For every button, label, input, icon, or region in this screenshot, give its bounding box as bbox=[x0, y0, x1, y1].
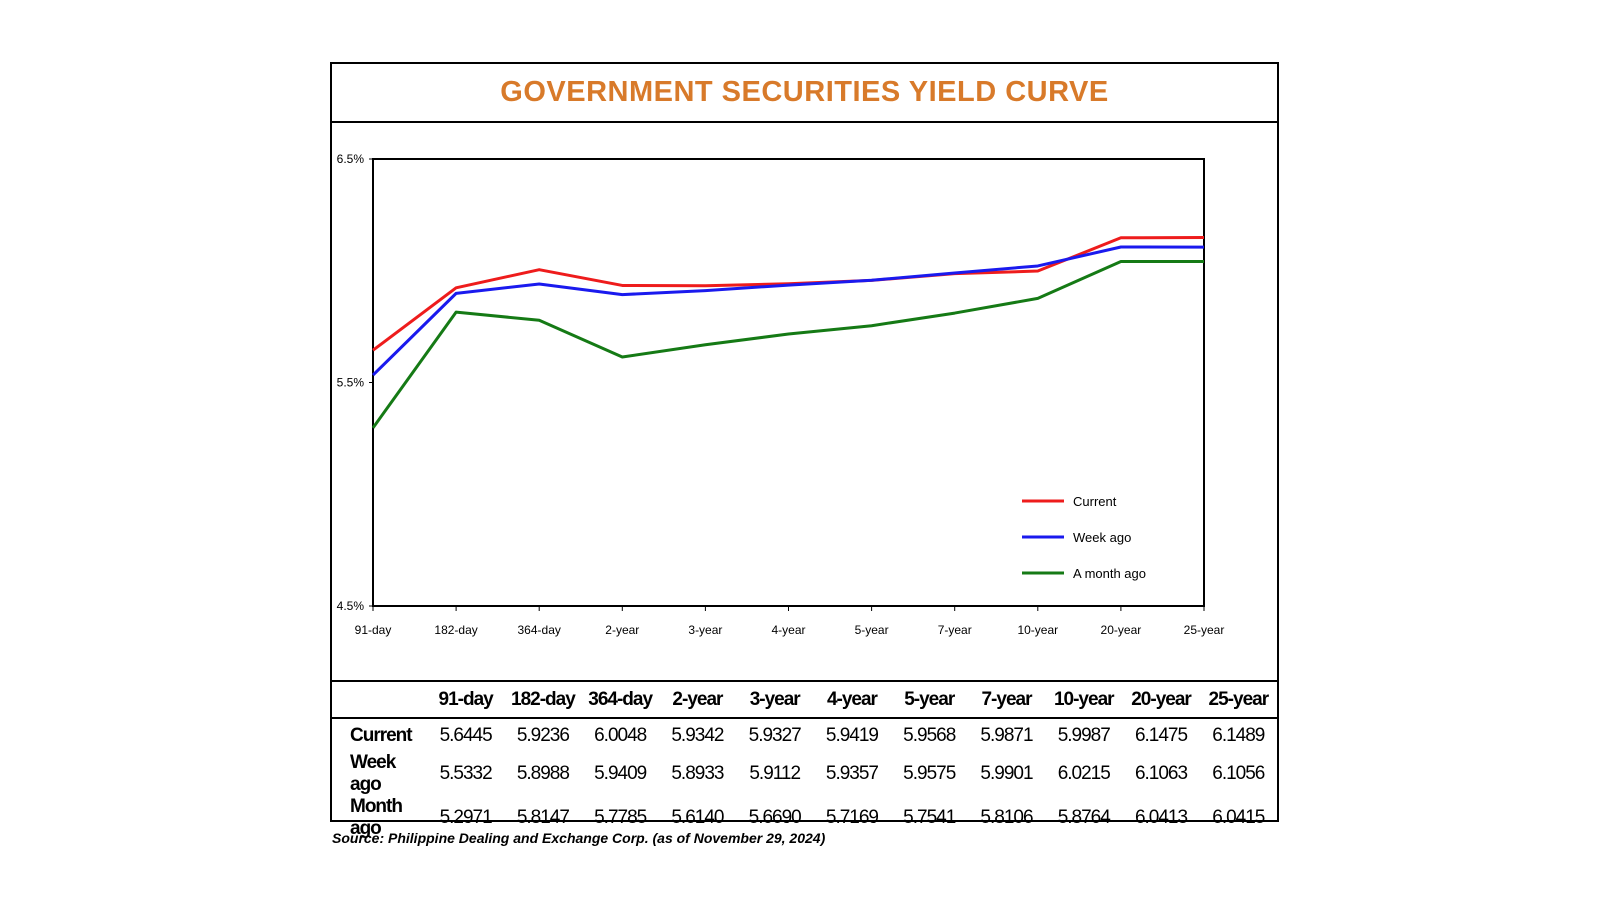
table-cell: 6.0048 bbox=[594, 724, 647, 746]
table-cell: 5.9236 bbox=[516, 724, 570, 746]
table-cell: 5.8988 bbox=[516, 763, 570, 784]
table-cell: 5.9901 bbox=[980, 763, 1033, 784]
x-tick-label: 182-day bbox=[434, 623, 477, 637]
table-cell: 5.6690 bbox=[748, 807, 802, 828]
table-cell: 6.1056 bbox=[1212, 763, 1265, 784]
table-cell: 6.0415 bbox=[1212, 807, 1265, 828]
table-column-header: 5-year bbox=[904, 688, 955, 710]
table-cell: 5.9327 bbox=[748, 724, 802, 746]
table-column-header: 91-day bbox=[438, 688, 494, 710]
table-cell: 5.8764 bbox=[1057, 807, 1111, 828]
x-tick-label: 10-year bbox=[1017, 623, 1058, 637]
table-cell: 6.1489 bbox=[1212, 724, 1265, 746]
table-cell: 6.1475 bbox=[1134, 724, 1188, 746]
table-cell: 6.1063 bbox=[1134, 763, 1188, 784]
x-tick-label: 364-day bbox=[518, 623, 561, 637]
table-cell: 5.8933 bbox=[671, 763, 724, 784]
table-column-header: 182-day bbox=[511, 688, 576, 710]
legend-label: Current bbox=[1073, 494, 1117, 509]
table-column-header: 7-year bbox=[981, 688, 1032, 710]
source-note: Source: Philippine Dealing and Exchange … bbox=[332, 830, 826, 846]
x-tick-label: 3-year bbox=[688, 623, 722, 637]
yield-curve-chart: 6.5% 5.5% 4.5% 91-day 182-day 364-day 2-year 3-… bbox=[337, 152, 1225, 637]
table-cell: 5.9409 bbox=[594, 763, 647, 784]
table-cell: 5.5332 bbox=[439, 763, 493, 784]
table-cell: 6.0215 bbox=[1057, 763, 1111, 784]
y-tick-label: 4.5% bbox=[337, 599, 365, 613]
table-column-header: 3-year bbox=[749, 688, 801, 710]
table-row: Current 5.6445 5.9236 6.0048 5.9342 5.9327 5.9… bbox=[332, 718, 1277, 752]
legend-label: A month ago bbox=[1073, 566, 1146, 581]
x-tick-label: 7-year bbox=[938, 623, 972, 637]
x-tick-label: 2-year bbox=[605, 623, 639, 637]
y-tick-label: 6.5% bbox=[337, 152, 365, 166]
table-cell: 5.9575 bbox=[903, 763, 956, 784]
table-row-label: Current bbox=[350, 724, 413, 746]
table-row-label: Week ago bbox=[350, 752, 396, 795]
table-column-header: 2-year bbox=[672, 688, 723, 710]
x-tick-label: 25-year bbox=[1184, 623, 1225, 637]
table-cell: 5.9568 bbox=[903, 724, 956, 746]
series-line-1 bbox=[371, 245, 1205, 377]
table-cell: 5.9357 bbox=[825, 763, 879, 784]
yield-table: 91-day 182-day 364-day 2-year 3-year 4-year 5-… bbox=[332, 682, 1277, 840]
table-cell: 5.9871 bbox=[980, 724, 1033, 746]
table-cell: 5.9987 bbox=[1057, 724, 1111, 746]
table-cell: 5.7169 bbox=[825, 807, 879, 828]
table-cell: 5.8147 bbox=[516, 807, 570, 828]
table-column-header: 20-year bbox=[1131, 688, 1192, 710]
x-tick-label: 4-year bbox=[771, 623, 805, 637]
x-tick-label: 20-year bbox=[1101, 623, 1142, 637]
x-tick-label: 91-day bbox=[355, 623, 392, 637]
y-tick-label: 5.5% bbox=[337, 376, 365, 390]
table-cell: 5.6140 bbox=[671, 807, 724, 828]
table-cell: 5.9112 bbox=[749, 763, 801, 784]
table-column-header: 364-day bbox=[588, 688, 653, 710]
table-column-header: 4-year bbox=[826, 688, 878, 710]
legend-label: Week ago bbox=[1073, 530, 1131, 545]
chart-title: GOVERNMENT SECURITIES YIELD CURVE bbox=[500, 76, 1109, 108]
table-cell: 5.6445 bbox=[439, 724, 493, 746]
table-header-row: 91-day 182-day 364-day 2-year 3-year 4-year 5-… bbox=[332, 682, 1277, 718]
table-cell: 5.7541 bbox=[903, 807, 956, 828]
table-cell: 5.9342 bbox=[671, 724, 724, 746]
table-column-header: 25-year bbox=[1208, 688, 1270, 710]
table-row-label: Month ago bbox=[350, 796, 403, 839]
table-cell: 6.0413 bbox=[1134, 807, 1188, 828]
yield-table-section: 91-day 182-day 364-day 2-year 3-year 4-year 5-… bbox=[332, 680, 1277, 839]
table-cell: 5.2971 bbox=[439, 807, 493, 828]
x-tick-label: 5-year bbox=[855, 623, 889, 637]
table-cell: 5.8106 bbox=[980, 807, 1033, 828]
table-row: Month ago 5.2971 5.8147 5.7785 5.6140 5.6690 5… bbox=[332, 796, 1277, 840]
table-cell: 5.9419 bbox=[825, 724, 879, 746]
table-row: Week ago 5.5332 5.8988 5.9409 5.8933 5.9112 5.… bbox=[332, 752, 1277, 796]
table-column-header: 10-year bbox=[1053, 688, 1115, 710]
table-corner bbox=[332, 682, 427, 718]
chart-frame: GOVERNMENT SECURITIES YIELD CURVE 6.5% 5.… bbox=[330, 62, 1279, 839]
title-bar: GOVERNMENT SECURITIES YIELD CURVE bbox=[332, 64, 1277, 123]
table-cell: 5.7785 bbox=[594, 807, 647, 828]
